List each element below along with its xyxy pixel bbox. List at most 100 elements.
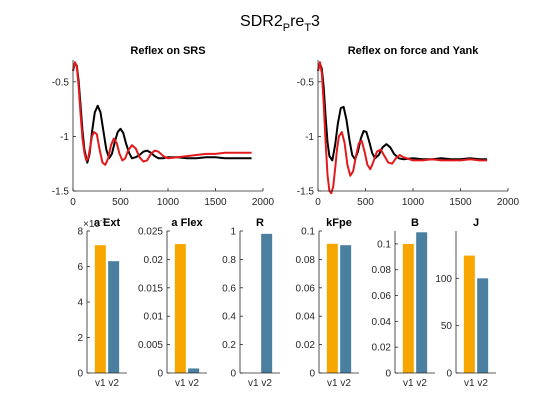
x-tick-label: v1 bbox=[175, 378, 186, 389]
y-tick-label: 0.04 bbox=[296, 312, 316, 323]
y-tick-label: 0.02 bbox=[296, 340, 316, 351]
x-tick-label: 1000 bbox=[402, 197, 425, 208]
chart-title: R bbox=[256, 217, 264, 229]
plot-area bbox=[73, 60, 263, 191]
x-tick-label: v2 bbox=[188, 378, 199, 389]
x-tick-label: 500 bbox=[112, 197, 129, 208]
plot-area bbox=[319, 231, 359, 373]
y-tick-label: 4 bbox=[77, 298, 83, 309]
bar-chart-b: v1 v2 0 0.02 0.04 0.06 0.08 0.1 B bbox=[372, 217, 435, 389]
y-tick-label: 0.2 bbox=[222, 340, 236, 351]
title-main: SDR2 bbox=[240, 13, 283, 30]
chart-title: B bbox=[411, 217, 419, 229]
plot-area bbox=[87, 231, 127, 373]
x-tick-label: v1 bbox=[403, 378, 414, 389]
x-tick-label: 1500 bbox=[204, 197, 227, 208]
bar-v2 bbox=[188, 368, 200, 373]
chart-title: Reflex on force and Yank bbox=[348, 45, 480, 57]
y-tick-label: 100 bbox=[435, 274, 452, 285]
y-tick-label: 0.02 bbox=[372, 343, 392, 354]
bar-chart-aflex: v1 v2 0 0.005 0.01 0.015 0.02 0.025 a Flex bbox=[138, 217, 207, 389]
chart-title: J bbox=[473, 217, 479, 229]
series-line-red bbox=[72, 61, 252, 166]
bar-v2 bbox=[108, 261, 120, 373]
x-tick-label: v1 bbox=[95, 378, 106, 389]
y-tick-label: -1.5 bbox=[297, 187, 315, 198]
y-tick-label: 0.04 bbox=[372, 317, 392, 328]
y-tick-label: 0.02 bbox=[144, 255, 164, 266]
y-tick-label: 0 bbox=[230, 369, 236, 380]
y-tick-label: 0.005 bbox=[138, 340, 163, 351]
y-tick-label: 0 bbox=[157, 369, 163, 380]
bar-v1 bbox=[463, 255, 475, 373]
y-tick-label: 0.06 bbox=[372, 291, 392, 302]
y-tick-label: -1 bbox=[305, 132, 314, 143]
title-mid: re bbox=[290, 13, 304, 30]
y-tick-label: 50 bbox=[441, 321, 453, 332]
y-tick-label: 0.015 bbox=[138, 283, 163, 294]
x-tick-label: v1 bbox=[248, 378, 259, 389]
x-tick-label: v2 bbox=[477, 378, 488, 389]
x-tick-label: v2 bbox=[340, 378, 351, 389]
title-end: 3 bbox=[311, 13, 320, 30]
bar-v2 bbox=[477, 278, 489, 373]
bar-chart-j: v1 v2 0 50 100 J bbox=[435, 217, 496, 389]
y-tick-label: -1 bbox=[60, 132, 69, 143]
line-chart-srs: 0 500 1000 1500 2000 -1.5 -1 -0.5 Reflex on SRS bbox=[52, 45, 275, 208]
x-tick-label: 500 bbox=[357, 197, 374, 208]
bar-v1 bbox=[326, 243, 338, 373]
x-tick-label: 2000 bbox=[252, 197, 275, 208]
plot-area bbox=[240, 231, 280, 373]
x-tick-label: v2 bbox=[261, 378, 272, 389]
bar-v1 bbox=[94, 245, 106, 373]
y-tick-label: 0.1 bbox=[301, 227, 315, 238]
y-tick-label: 0.4 bbox=[222, 312, 236, 323]
y-tick-label: -0.5 bbox=[52, 77, 70, 88]
bar-chart-r: v1 v2 0 0.2 0.4 0.6 0.8 1 R bbox=[222, 217, 280, 389]
x-tick-label: 0 bbox=[70, 197, 76, 208]
series-line-red bbox=[317, 61, 488, 195]
x-tick-label: v1 bbox=[327, 378, 338, 389]
y-tick-label: 0.8 bbox=[222, 255, 236, 266]
y-tick-label: -1.5 bbox=[52, 187, 70, 198]
plot-area bbox=[395, 231, 435, 373]
y-tick-label: 0 bbox=[446, 369, 452, 380]
bar-v1 bbox=[402, 243, 414, 373]
y-tick-label: -0.5 bbox=[297, 77, 315, 88]
plot-area bbox=[318, 60, 508, 191]
y-tick-label: 1 bbox=[230, 227, 236, 238]
y-tick-label: 0.025 bbox=[138, 227, 163, 238]
x-tick-label: 0 bbox=[315, 197, 321, 208]
figure-title: SDR2PreT3 bbox=[240, 13, 320, 34]
y-exponent-base: ×10 bbox=[83, 219, 100, 230]
x-tick-label: 1500 bbox=[449, 197, 472, 208]
x-tick-label: v2 bbox=[416, 378, 427, 389]
chart-title: a Flex bbox=[171, 217, 203, 229]
x-tick-label: 2000 bbox=[497, 197, 520, 208]
x-tick-label: v2 bbox=[108, 378, 119, 389]
chart-title: Reflex on SRS bbox=[130, 45, 205, 57]
bar-v2 bbox=[261, 233, 273, 373]
title-sub-p: P bbox=[283, 22, 290, 34]
y-tick-label: 8 bbox=[77, 227, 83, 238]
y-tick-label: 0 bbox=[77, 369, 83, 380]
y-tick-label: 2 bbox=[77, 333, 83, 344]
y-tick-label: 6 bbox=[77, 262, 83, 273]
bar-chart-kfpe: v1 v2 0 0.02 0.04 0.06 0.08 0.1 kFpe bbox=[296, 217, 359, 389]
y-exponent-label: ×10-3 bbox=[83, 218, 106, 230]
bar-v2 bbox=[416, 232, 428, 373]
bar-v1 bbox=[174, 244, 186, 373]
y-tick-label: 0.06 bbox=[296, 283, 316, 294]
chart-title: a Ext bbox=[94, 217, 121, 229]
bar-chart-aext: v1 v2 0 2 4 6 8 a Ext×10-3 bbox=[77, 217, 127, 389]
title-sub-t: T bbox=[304, 22, 311, 34]
line-chart-force: 0 500 1000 1500 2000 -1.5 -1 -0.5 Reflex on forc… bbox=[297, 45, 520, 208]
y-exponent-power: -3 bbox=[100, 218, 106, 225]
bar-v2 bbox=[340, 245, 352, 373]
y-tick-label: 0.08 bbox=[372, 265, 392, 276]
y-tick-label: 0 bbox=[309, 369, 315, 380]
y-tick-label: 0 bbox=[385, 369, 391, 380]
y-tick-label: 0.6 bbox=[222, 283, 236, 294]
